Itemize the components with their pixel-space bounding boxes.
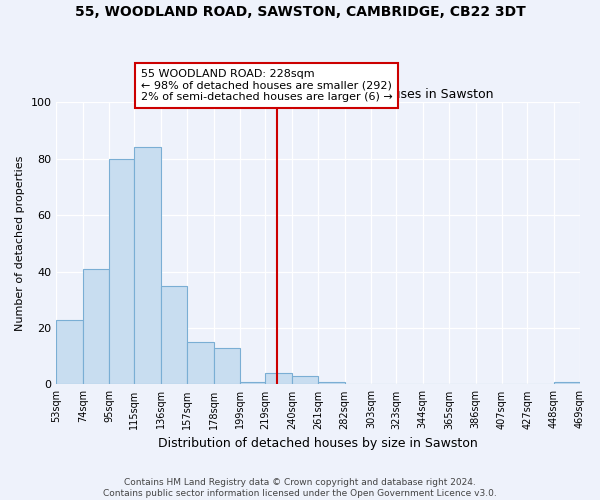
Bar — [214, 348, 240, 385]
Bar — [318, 382, 344, 384]
Y-axis label: Number of detached properties: Number of detached properties — [15, 156, 25, 331]
Bar — [265, 373, 292, 384]
Title: Size of property relative to detached houses in Sawston: Size of property relative to detached ho… — [143, 88, 493, 101]
Bar — [240, 382, 265, 384]
Bar — [56, 320, 83, 384]
Text: 55 WOODLAND ROAD: 228sqm
← 98% of detached houses are smaller (292)
2% of semi-d: 55 WOODLAND ROAD: 228sqm ← 98% of detach… — [141, 69, 392, 102]
Bar — [109, 158, 134, 384]
Bar — [292, 376, 318, 384]
Bar — [134, 148, 161, 384]
X-axis label: Distribution of detached houses by size in Sawston: Distribution of detached houses by size … — [158, 437, 478, 450]
Text: Contains HM Land Registry data © Crown copyright and database right 2024.
Contai: Contains HM Land Registry data © Crown c… — [103, 478, 497, 498]
Bar — [161, 286, 187, 384]
Bar — [554, 382, 580, 384]
Bar — [187, 342, 214, 384]
Text: 55, WOODLAND ROAD, SAWSTON, CAMBRIDGE, CB22 3DT: 55, WOODLAND ROAD, SAWSTON, CAMBRIDGE, C… — [74, 5, 526, 19]
Bar — [83, 268, 109, 384]
